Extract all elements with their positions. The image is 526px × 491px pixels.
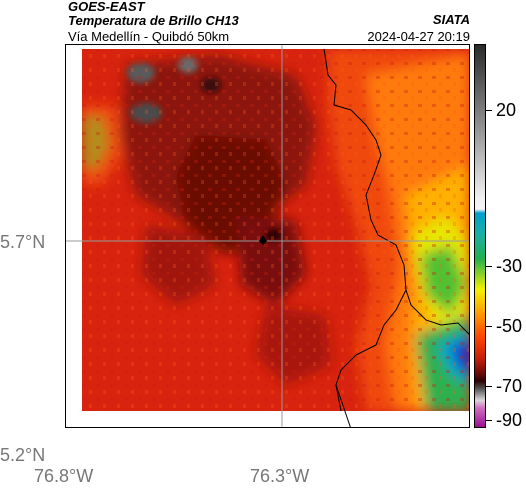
satellite-name: GOES-EAST [68, 0, 145, 14]
product-title: Temperatura de Brillo CH13 [68, 13, 239, 28]
lon-label-76-8: 76.8°W [34, 466, 94, 486]
colorbar-label-20: 20 [496, 100, 517, 120]
colorbar-label-minus70: -70 [496, 376, 523, 396]
location-marker [259, 235, 267, 245]
border-line-south [335, 289, 407, 412]
timestamp-label: 2024-04-27 20:19 [367, 29, 470, 44]
colorbar-label-minus90: -90 [496, 410, 523, 430]
border-line [323, 48, 469, 335]
satellite-map[interactable] [65, 44, 470, 428]
map-canvas [66, 45, 469, 427]
colorbar-tick [486, 386, 492, 387]
lat-label-5-7: 5.7°N [0, 232, 46, 252]
colorbar-tick [486, 420, 492, 421]
colorbar-label-minus30: -30 [496, 256, 523, 276]
location-subtitle: Vía Medellín - Quibdó 50km [68, 29, 230, 44]
colorbar-tick [486, 326, 492, 327]
lon-label-76-3: 76.3°W [250, 466, 310, 486]
colorbar-tick [486, 110, 492, 111]
colorbar-label-minus50: -50 [496, 316, 523, 336]
organization-label: SIATA [432, 12, 470, 27]
colorbar [474, 44, 486, 428]
colorbar-tick [486, 266, 492, 267]
lat-label-5-2: 5.2°N [0, 445, 46, 465]
